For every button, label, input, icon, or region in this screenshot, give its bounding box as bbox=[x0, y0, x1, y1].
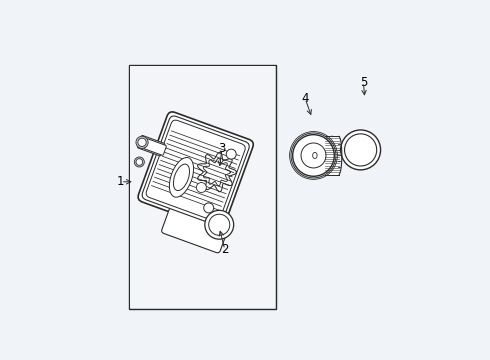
FancyBboxPatch shape bbox=[138, 112, 253, 230]
Circle shape bbox=[301, 143, 326, 168]
Ellipse shape bbox=[328, 136, 336, 175]
Ellipse shape bbox=[170, 157, 194, 197]
Circle shape bbox=[341, 130, 381, 170]
Circle shape bbox=[204, 203, 214, 213]
Circle shape bbox=[134, 157, 145, 167]
Circle shape bbox=[138, 138, 146, 147]
Text: 4: 4 bbox=[301, 92, 309, 105]
Bar bbox=[325, 136, 339, 175]
Circle shape bbox=[205, 210, 234, 239]
Bar bbox=[130, 67, 275, 308]
Ellipse shape bbox=[313, 152, 317, 158]
Circle shape bbox=[344, 134, 377, 166]
Circle shape bbox=[226, 149, 236, 159]
Text: 1: 1 bbox=[117, 175, 124, 188]
FancyBboxPatch shape bbox=[138, 135, 165, 156]
Text: 3: 3 bbox=[219, 142, 226, 155]
FancyBboxPatch shape bbox=[146, 120, 245, 221]
Circle shape bbox=[136, 136, 148, 148]
FancyBboxPatch shape bbox=[162, 201, 230, 253]
FancyBboxPatch shape bbox=[144, 139, 166, 155]
Circle shape bbox=[293, 135, 334, 176]
Ellipse shape bbox=[173, 164, 190, 190]
Circle shape bbox=[196, 183, 206, 193]
Text: 2: 2 bbox=[221, 243, 228, 256]
FancyBboxPatch shape bbox=[142, 116, 249, 225]
Text: 5: 5 bbox=[360, 76, 367, 89]
Bar bbox=[130, 67, 275, 308]
Circle shape bbox=[209, 214, 230, 235]
Bar bbox=[129, 66, 276, 309]
Circle shape bbox=[136, 159, 143, 165]
